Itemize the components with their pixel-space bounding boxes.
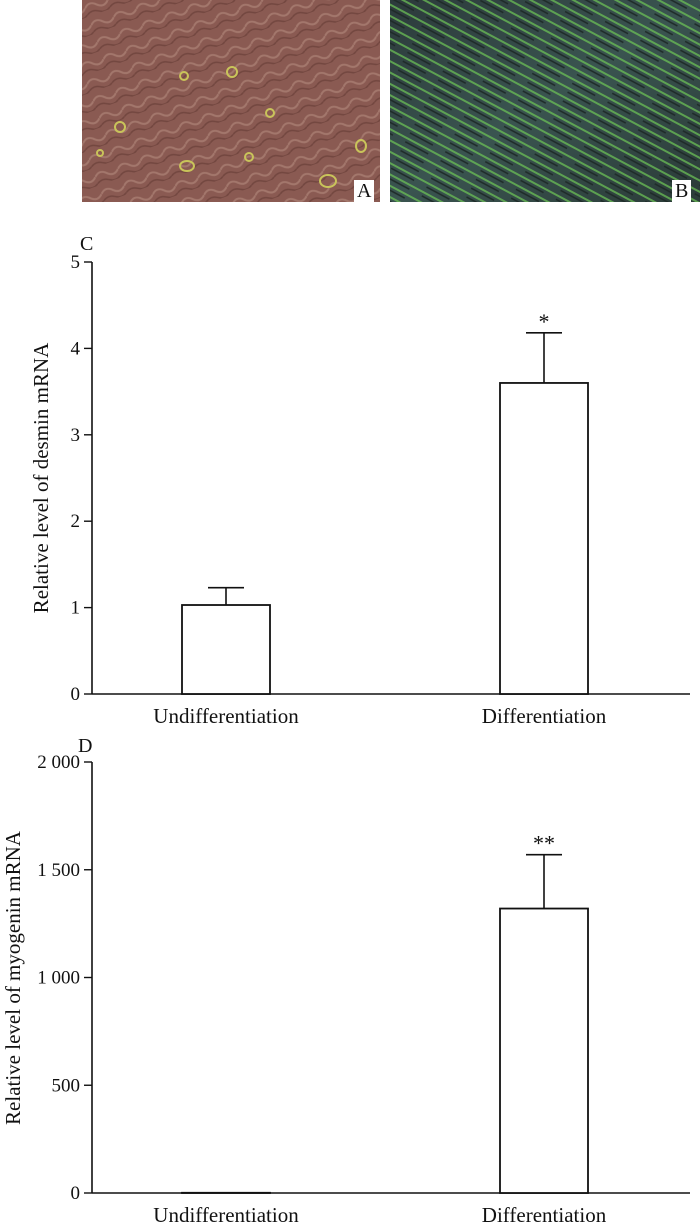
y-tick-label: 1 — [71, 598, 81, 619]
micrograph-panel-a — [82, 0, 380, 202]
y-tick-label: 5 — [71, 252, 81, 273]
y-tick-label: 2 000 — [37, 752, 80, 773]
panel-a-label: A — [354, 180, 375, 202]
micrograph-b-image — [390, 0, 700, 202]
y-tick-label: 1 500 — [37, 860, 80, 881]
micrograph-a-image — [82, 0, 380, 202]
y-tick-label: 0 — [71, 684, 81, 705]
panel-b-label: B — [672, 180, 692, 202]
category-label: Differentiation — [482, 704, 607, 728]
y-tick-label: 1 000 — [37, 968, 80, 989]
y-axis-label: Relative level of myogenin mRNA — [1, 830, 25, 1125]
y-tick-label: 2 — [71, 511, 81, 532]
y-tick-label: 4 — [71, 338, 81, 359]
y-tick-label: 500 — [52, 1075, 81, 1096]
bar-0 — [181, 604, 271, 695]
panel-label: C — [80, 233, 93, 255]
y-tick-label: 0 — [71, 1183, 81, 1204]
category-label: Differentiation — [482, 1203, 607, 1224]
micrograph-panel-b — [390, 0, 700, 202]
category-label: Undifferentiation — [153, 1203, 299, 1224]
y-tick-label: 3 — [71, 425, 81, 446]
category-label: Undifferentiation — [153, 704, 299, 728]
panel-label: D — [78, 735, 92, 757]
y-axis-label: Relative level of desmin mRNA — [29, 342, 53, 613]
bar-1 — [499, 907, 589, 1194]
significance-marker: * — [539, 309, 550, 334]
bar-1 — [499, 382, 589, 695]
significance-marker: ** — [533, 831, 555, 856]
